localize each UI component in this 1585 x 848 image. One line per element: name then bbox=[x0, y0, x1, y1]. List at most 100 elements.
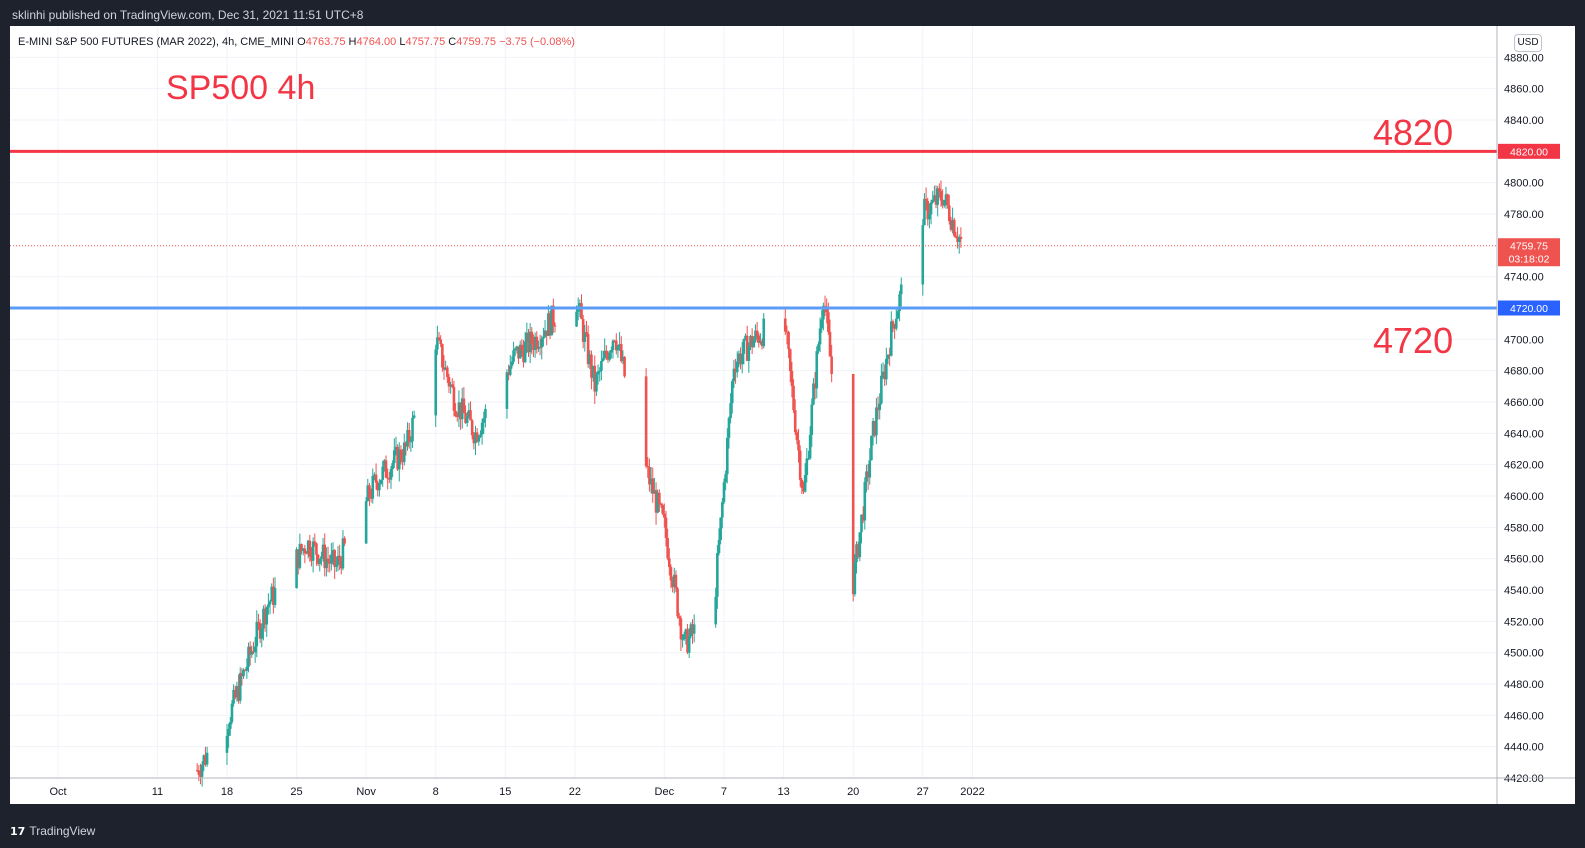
candle-body bbox=[460, 398, 464, 420]
candle-body bbox=[528, 331, 532, 353]
candle-body bbox=[936, 188, 939, 205]
candle-body bbox=[225, 735, 229, 753]
candle-body bbox=[305, 553, 308, 555]
candle-body bbox=[737, 353, 741, 362]
candle-body bbox=[870, 435, 873, 461]
candle-body bbox=[886, 354, 890, 359]
candle-body bbox=[674, 574, 678, 589]
candle-body bbox=[389, 469, 393, 480]
candle-body bbox=[538, 346, 542, 348]
candle-body bbox=[575, 311, 578, 327]
currency-badge[interactable]: USD bbox=[1514, 34, 1542, 52]
candle-body bbox=[341, 538, 345, 569]
candle-body bbox=[586, 333, 590, 365]
candle-body bbox=[878, 403, 882, 411]
candle-body bbox=[301, 548, 305, 552]
price-tick-label: 4440.00 bbox=[1504, 742, 1544, 754]
candle-body bbox=[924, 198, 928, 201]
candle-body bbox=[896, 311, 900, 319]
candle-body bbox=[861, 514, 865, 521]
candle-body bbox=[661, 505, 664, 514]
candle-body bbox=[762, 318, 766, 347]
candle-body bbox=[619, 344, 623, 362]
candle-body bbox=[802, 488, 805, 492]
candle-body bbox=[616, 346, 620, 351]
candle-body bbox=[454, 410, 457, 416]
candle-body bbox=[827, 312, 830, 332]
candle-body bbox=[298, 544, 302, 568]
candle-body bbox=[406, 429, 409, 447]
candle-body bbox=[437, 337, 441, 340]
candle-body bbox=[328, 561, 331, 564]
candle-body bbox=[250, 651, 254, 655]
candle-body bbox=[752, 339, 756, 348]
time-tick-label: 2022 bbox=[960, 786, 984, 798]
candle-body bbox=[893, 324, 896, 329]
candle-body bbox=[691, 624, 694, 634]
candle-body bbox=[798, 450, 802, 480]
candle-body bbox=[684, 629, 688, 635]
candle-body bbox=[381, 466, 385, 480]
candle-body bbox=[462, 398, 466, 414]
candle-body bbox=[891, 321, 895, 325]
candle-body bbox=[580, 303, 583, 319]
candle-body bbox=[374, 474, 378, 483]
candle-body bbox=[455, 415, 459, 417]
time-tick-label: 15 bbox=[499, 786, 511, 798]
countdown-label: 03:18:02 bbox=[1509, 254, 1550, 266]
candle-body bbox=[788, 349, 792, 371]
candle-body bbox=[860, 514, 863, 533]
candle-body bbox=[611, 340, 615, 351]
candle-body bbox=[450, 384, 454, 388]
candle-body bbox=[515, 346, 519, 349]
brand-name: TradingView bbox=[29, 824, 96, 838]
candle-body bbox=[888, 354, 891, 356]
candle-body bbox=[732, 368, 736, 382]
candle-body bbox=[552, 305, 555, 326]
candle-body bbox=[512, 350, 515, 362]
candle-body bbox=[245, 666, 249, 671]
candle-body bbox=[600, 360, 603, 371]
price-tick-label: 4600.00 bbox=[1504, 491, 1544, 503]
time-tick-label: Nov bbox=[356, 786, 376, 798]
candle-body bbox=[578, 303, 582, 307]
candle-body bbox=[759, 340, 762, 343]
candle-body bbox=[659, 503, 663, 506]
time-tick-label: 20 bbox=[847, 786, 859, 798]
candle-body bbox=[439, 339, 442, 345]
candle-body bbox=[343, 538, 346, 544]
candle-body bbox=[230, 703, 234, 723]
price-chart[interactable]: 4880.00 4860.00 4840.00 4800.00 4780.00 4740.… bbox=[10, 26, 1575, 804]
time-tick-label: 27 bbox=[917, 786, 929, 798]
last-price-axis-label-bg bbox=[1498, 238, 1560, 267]
time-tick-label: 25 bbox=[290, 786, 302, 798]
candle-body bbox=[808, 434, 812, 459]
candle-body bbox=[672, 574, 676, 588]
price-tick-label: 4740.00 bbox=[1504, 272, 1544, 284]
candle-body bbox=[679, 618, 683, 640]
candle-body bbox=[401, 460, 404, 463]
candle-body bbox=[545, 330, 549, 336]
candle-body bbox=[646, 466, 650, 468]
candle-body bbox=[373, 474, 376, 477]
candle-body bbox=[757, 335, 761, 343]
candle-body bbox=[686, 629, 689, 653]
candle-body bbox=[739, 353, 742, 365]
candle-body bbox=[326, 558, 330, 562]
chart-area[interactable]: 4880.00 4860.00 4840.00 4800.00 4780.00 4740.… bbox=[10, 26, 1575, 804]
candle-body bbox=[868, 460, 872, 478]
candle-body bbox=[310, 556, 313, 561]
candle-body bbox=[606, 355, 610, 360]
candle-body bbox=[951, 219, 954, 230]
candle-body bbox=[687, 636, 691, 653]
candle-body bbox=[856, 544, 860, 558]
candle-body bbox=[745, 335, 749, 361]
candle-body bbox=[830, 356, 833, 374]
candle-body bbox=[959, 236, 963, 239]
candle-body bbox=[369, 497, 373, 499]
tradingview-brand[interactable]: 17 TradingView bbox=[10, 824, 95, 838]
candle-body bbox=[729, 403, 732, 419]
candle-body bbox=[510, 361, 514, 366]
candle-body bbox=[871, 421, 875, 436]
candle-body bbox=[550, 305, 553, 336]
